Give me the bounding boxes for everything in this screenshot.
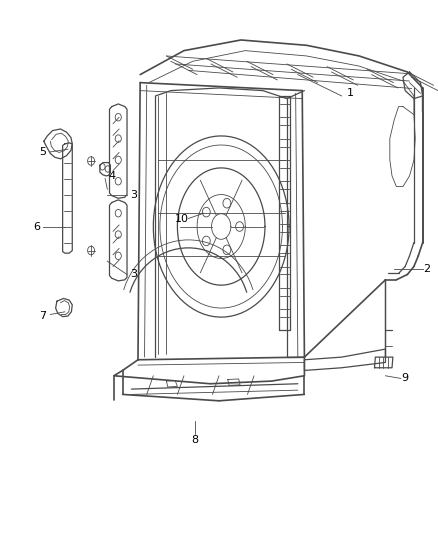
Text: 4: 4 bbox=[108, 171, 115, 181]
Text: 8: 8 bbox=[191, 435, 198, 445]
Text: 6: 6 bbox=[34, 222, 41, 231]
Text: 10: 10 bbox=[175, 214, 189, 223]
Text: 9: 9 bbox=[402, 374, 409, 383]
Text: 3: 3 bbox=[130, 190, 137, 199]
Text: 1: 1 bbox=[347, 88, 354, 98]
Text: 3: 3 bbox=[130, 270, 137, 279]
Text: 2: 2 bbox=[424, 264, 431, 274]
Text: 7: 7 bbox=[39, 311, 46, 320]
Text: 5: 5 bbox=[39, 147, 46, 157]
